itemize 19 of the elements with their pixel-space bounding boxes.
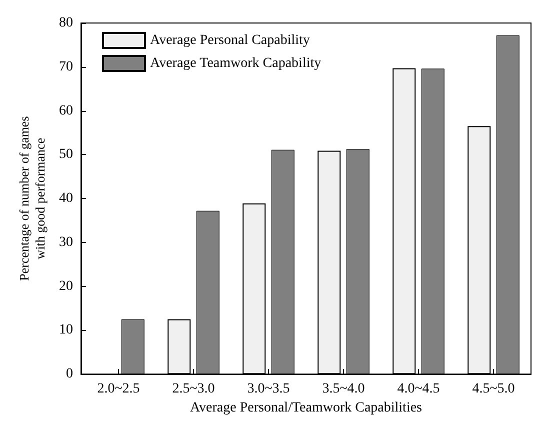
y-tick-label: 40 [59,191,73,206]
x-tick-label: 4.0~4.5 [397,382,440,397]
y-tick-label: 0 [66,366,73,382]
x-axis-title: Average Personal/Teamwork Capabilities [190,400,422,416]
x-tick-label: 3.0~3.5 [247,382,290,397]
y-tick-label: 60 [59,103,73,118]
y-tick-label: 10 [59,322,73,338]
y-tick-label: 70 [59,59,73,74]
y-tick-label: 20 [59,278,73,294]
y-axis-title: Percentage of number of games with good performance [16,116,48,281]
legend-label: Average Teamwork Capability [150,56,322,71]
legend-label: Average Personal Capability [150,33,310,48]
x-tick-label: 3.5~4.0 [322,382,365,397]
x-tick-label: 2.5~3.0 [172,382,215,397]
x-tick-label: 2.0~2.5 [97,382,140,397]
x-tick-label: 4.5~5.0 [472,382,515,397]
y-tick-label: 30 [59,234,73,250]
y-tick-label: 80 [59,16,73,30]
y-tick-label: 50 [59,147,73,162]
